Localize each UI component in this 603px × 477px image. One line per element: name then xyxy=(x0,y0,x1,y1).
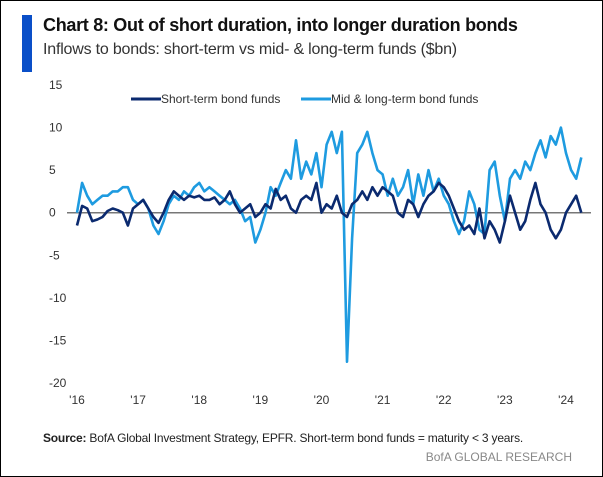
legend-label: Short-term bond funds xyxy=(161,92,280,106)
x-tick-label: '21 xyxy=(375,393,391,407)
x-tick-label: '23 xyxy=(497,393,513,407)
x-tick-label: '20 xyxy=(314,393,330,407)
y-tick-label: -5 xyxy=(49,248,60,262)
y-tick-label: 15 xyxy=(49,78,63,92)
x-tick-label: '24 xyxy=(558,393,574,407)
x-tick-label: '18 xyxy=(191,393,207,407)
x-tick-label: '17 xyxy=(130,393,146,407)
y-tick-label: 10 xyxy=(49,121,63,135)
y-tick-label: -15 xyxy=(49,333,67,347)
source-text: BofA Global Investment Strategy, EPFR. S… xyxy=(86,431,523,445)
x-tick-label: '16 xyxy=(69,393,85,407)
series-line-short-term xyxy=(75,181,583,244)
x-tick-label: '19 xyxy=(253,393,269,407)
source-note: Source: BofA Global Investment Strategy,… xyxy=(43,431,523,445)
chart-subtitle: Inflows to bonds: short-term vs mid- & l… xyxy=(43,41,457,58)
y-tick-label: 5 xyxy=(49,163,56,177)
y-tick-label: -20 xyxy=(49,376,67,390)
x-tick-label: '22 xyxy=(436,393,452,407)
chart-title: Chart 8: Out of short duration, into lon… xyxy=(43,15,518,35)
series-line-mid-long-term xyxy=(75,126,583,364)
y-tick-label: 0 xyxy=(49,206,56,220)
source-label: Source: xyxy=(43,431,87,445)
legend-label: Mid & long-term bond funds xyxy=(331,92,478,106)
brand-label: BofA GLOBAL RESEARCH xyxy=(425,450,572,464)
title-accent-bar xyxy=(22,15,32,72)
y-tick-label: -10 xyxy=(49,291,67,305)
